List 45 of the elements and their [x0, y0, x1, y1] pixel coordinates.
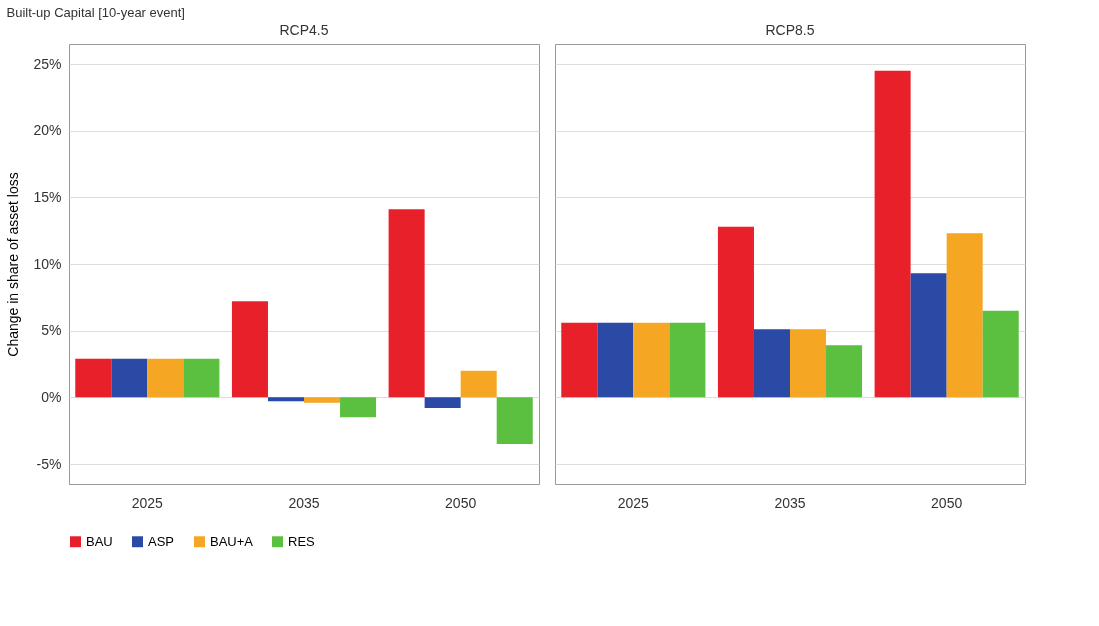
bar: [267, 397, 304, 402]
legend-label: RES: [288, 533, 316, 549]
bar: [910, 273, 947, 398]
bar: [340, 397, 377, 418]
y-tick-label: 25%: [33, 55, 62, 72]
bar: [790, 329, 827, 398]
bar: [753, 329, 790, 398]
bar: [496, 397, 533, 444]
bar: [826, 345, 863, 398]
bar: [561, 322, 598, 398]
text: Built-up Capital [10-year event]: [6, 4, 185, 20]
bar: [669, 322, 706, 398]
y-tick-label: 20%: [33, 122, 62, 139]
y-tick-label: 5%: [41, 322, 62, 339]
bar: [874, 70, 911, 398]
bar: [717, 226, 754, 398]
x-tick-label: 2035: [288, 494, 320, 511]
chart-title: RCP4.5: [279, 22, 329, 38]
x-tick-label: 2050: [445, 494, 477, 511]
bar: [388, 209, 425, 398]
bar: [183, 358, 220, 398]
bar: [946, 233, 983, 398]
y-tick-label: 0%: [41, 388, 62, 405]
chart-title: RCP8.5: [765, 22, 815, 38]
bar: [982, 310, 1019, 398]
legend-label: ASP: [148, 533, 175, 549]
x-tick-label: 2050: [931, 494, 963, 511]
legend-label: BAU+A: [210, 533, 254, 549]
x-tick-label: 2035: [774, 494, 806, 511]
y-tick-label: 15%: [33, 188, 62, 205]
y-axis-title: Change in share of asset loss: [5, 172, 22, 357]
bar: [147, 358, 184, 398]
bar: [424, 397, 461, 408]
bar: [75, 358, 112, 398]
bar: [597, 322, 634, 398]
x-tick-label: 2025: [617, 494, 650, 511]
bar: [231, 301, 268, 398]
legend-label: BAU: [86, 533, 113, 549]
bar: [111, 358, 148, 398]
bar: [633, 322, 670, 398]
bar: [304, 397, 341, 403]
x-tick-label: 2025: [131, 494, 164, 511]
y-tick-label: -5%: [36, 455, 62, 472]
bar: [460, 370, 497, 398]
y-tick-label: 10%: [33, 255, 62, 272]
